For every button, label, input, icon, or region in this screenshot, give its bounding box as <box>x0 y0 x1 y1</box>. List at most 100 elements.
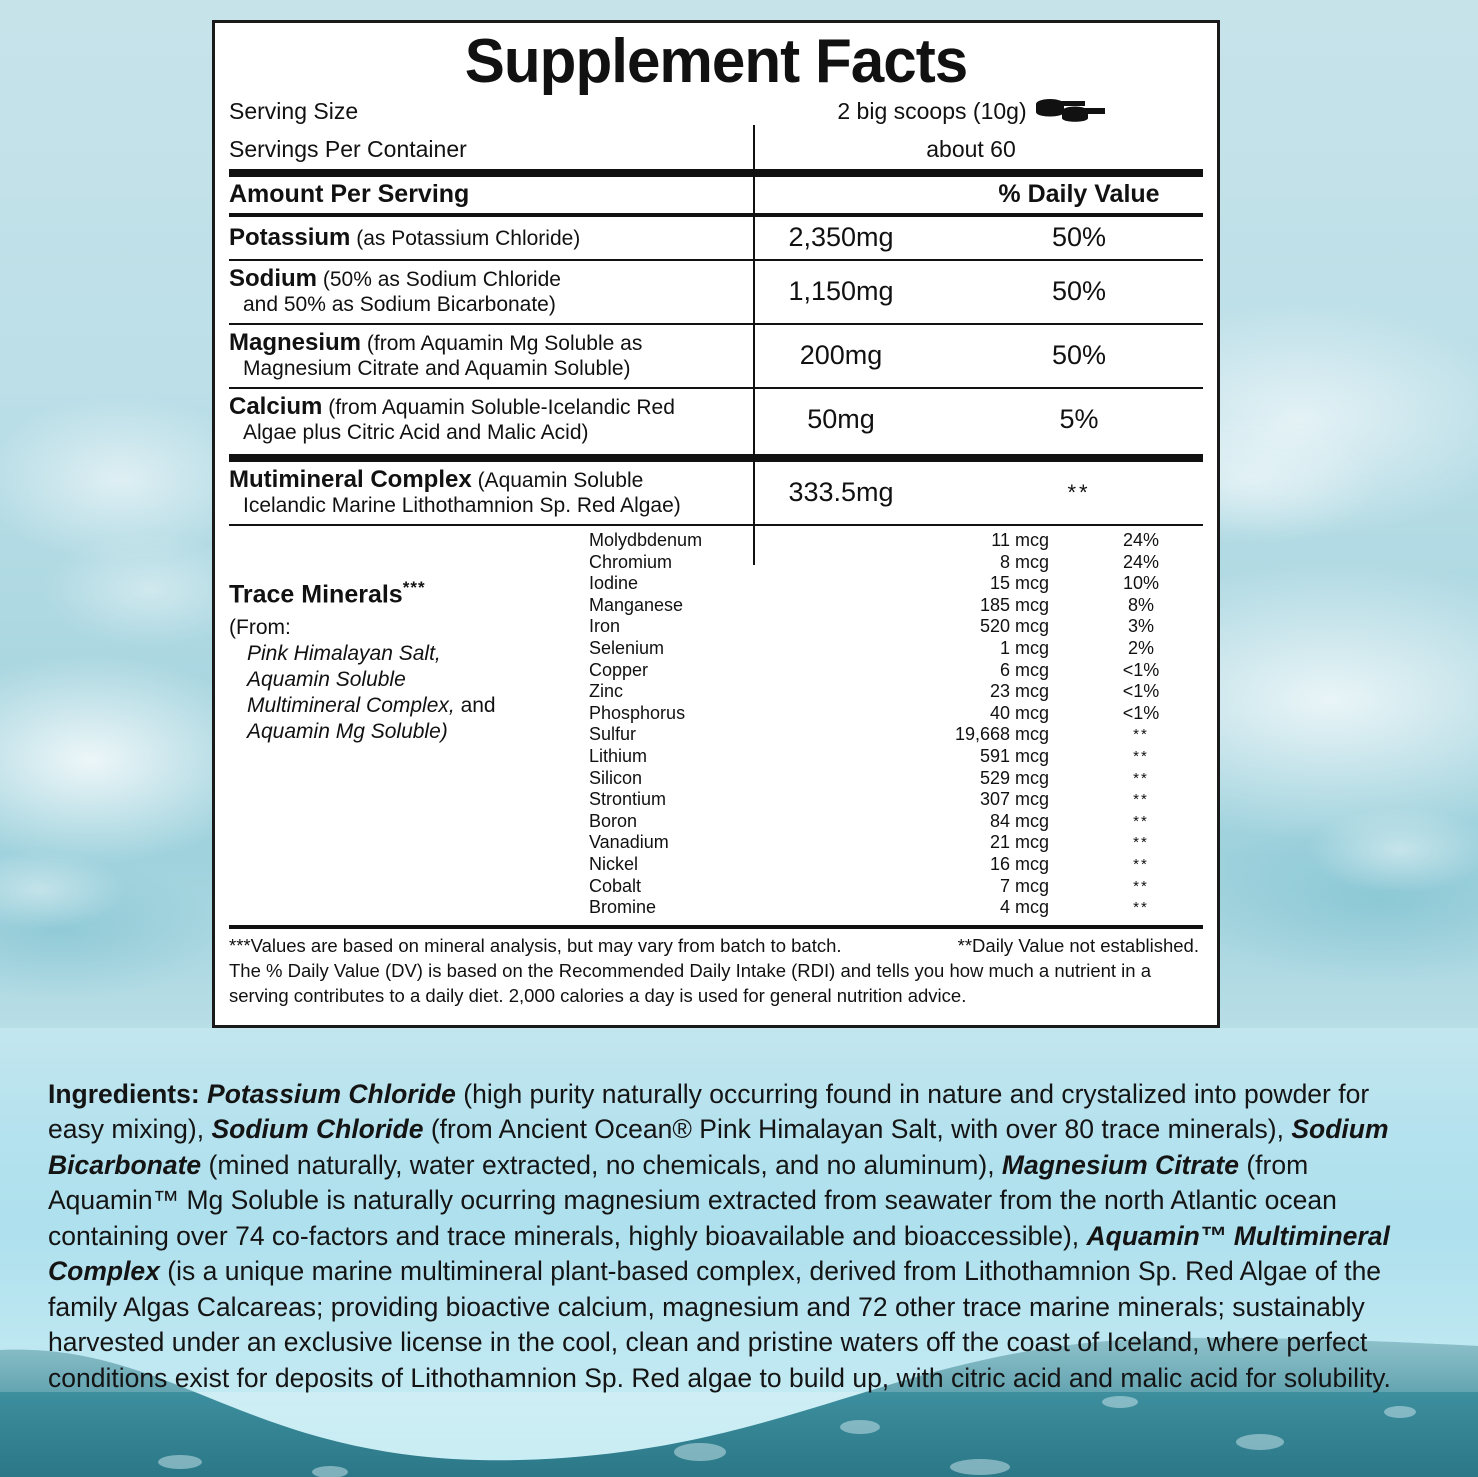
trace-dv: ** <box>1133 812 1149 830</box>
footnote-line-1: ***Values are based on mineral analysis,… <box>229 933 1203 958</box>
complex-name: Mutimineral Complex <box>229 466 472 493</box>
nutrient-source-line2: and 50% as Sodium Bicarbonate) <box>243 293 556 316</box>
trace-amount: 11 mcg <box>991 530 1049 550</box>
trace-row: Phosphorus 40 mcg <1% <box>589 703 1203 725</box>
trace-amount: 23 mcg <box>989 681 1049 702</box>
footnote-values-note: ***Values are based on mineral analysis,… <box>229 934 842 956</box>
trace-name: Zinc <box>589 681 624 702</box>
nutrient-name: Calcium <box>229 393 323 420</box>
trace-dv: 10% <box>1122 573 1160 594</box>
water-wave-graphic <box>0 1332 1478 1477</box>
ingredients-label: Ingredients: <box>48 1078 200 1109</box>
trace-dv: ** <box>1133 834 1149 852</box>
footnote-dv-not-established: **Daily Value not established. <box>957 934 1199 956</box>
trace-dv: 8% <box>1127 594 1154 615</box>
ingredient-text-2: (from Ancient Ocean® Pink Himalayan Salt… <box>423 1114 1292 1144</box>
trace-amount: 84 mcg <box>989 810 1049 831</box>
trace-amount: 4 mcg <box>999 897 1049 918</box>
trace-name: Phosphorus <box>589 702 686 723</box>
trace-row: Lithium 591 mcg ** <box>589 746 1203 768</box>
ingredient-magnesium-citrate: Magnesium Citrate <box>1001 1149 1239 1180</box>
amount-per-serving-header: Amount Per Serving <box>229 180 470 208</box>
nutrient-name-cell: Calcium (from Aquamin Soluble-Icelandic … <box>229 394 727 445</box>
table-header-row: Amount Per Serving % Daily Value <box>229 177 1203 213</box>
complex-daily-value: ** <box>1067 479 1091 505</box>
servings-per-container-label: Servings Per Container <box>229 136 467 162</box>
trace-dv: 2% <box>1127 637 1154 658</box>
ingredients-paragraph: Ingredients: Potassium Chloride (high pu… <box>48 1077 1432 1397</box>
nutrient-daily-value: 5% <box>1059 404 1099 434</box>
trace-dv: ** <box>1133 726 1149 744</box>
ingredient-text-5: (is a unique marine multimineral plant-b… <box>48 1256 1391 1393</box>
trace-row: Zinc 23 mcg <1% <box>589 681 1203 703</box>
nutrient-source-line1: (50% as Sodium Chloride <box>322 268 561 291</box>
serving-size-value-cell: 2 big scoops (10g) <box>739 97 1203 131</box>
trace-name: Copper <box>589 659 649 680</box>
nutrient-daily-value: 50% <box>1051 276 1107 306</box>
divider-thick-top <box>229 169 1203 177</box>
trace-row: Nickel 16 mcg ** <box>589 854 1203 876</box>
trace-dv: 24% <box>1122 551 1160 572</box>
trace-name: Strontium <box>589 789 667 810</box>
trace-row: Silicon 529 mcg ** <box>589 768 1203 790</box>
servings-per-container-value: about 60 <box>926 136 1016 162</box>
trace-name: Lithium <box>589 745 648 766</box>
nutrient-amount: 50mg <box>807 404 875 434</box>
trace-row: Vanadium 21 mcg ** <box>589 832 1203 854</box>
trace-row: Cobalt 7 mcg ** <box>589 876 1203 898</box>
trace-dv: <1% <box>1122 659 1160 680</box>
trace-dv: ** <box>1133 791 1149 809</box>
nutrient-name: Sodium <box>229 265 317 292</box>
servings-per-container-row: Servings Per Container about 60 <box>229 134 1203 166</box>
trace-amount: 307 mcg <box>979 789 1049 810</box>
nutrient-amount: 200mg <box>799 340 883 370</box>
trace-name: Sulfur <box>589 724 637 745</box>
ingredient-text-4: (from Aquamin™ Mg Soluble is naturally o… <box>48 1149 1337 1251</box>
trace-amount: 529 mcg <box>979 767 1049 788</box>
trace-minerals-section: Trace Minerals*** (From: Pink Himalayan … <box>229 526 1203 919</box>
daily-value-header: % Daily Value <box>998 180 1160 208</box>
trace-name: Manganese <box>589 594 684 615</box>
trace-name: Selenium <box>589 637 665 658</box>
trace-minerals-heading: Trace Minerals*** <box>229 578 589 609</box>
table-row: Magnesium (from Aquamin Mg Soluble as Ma… <box>229 325 1203 387</box>
trace-row: Strontium 307 mcg ** <box>589 789 1203 811</box>
trace-source-3-text: Multimineral Complex, <box>247 694 455 718</box>
trace-dv: ** <box>1133 899 1149 917</box>
trace-row: Iodine 15 mcg 10% <box>589 573 1203 595</box>
ingredient-text-3: (mined naturally, water extracted, no ch… <box>201 1149 1002 1180</box>
trace-row: Bromine 4 mcg ** <box>589 897 1203 919</box>
ingredient-text-1: (high purity naturally occurring found i… <box>48 1078 1370 1145</box>
ingredient-sodium-bicarbonate: Sodium Bicarbonate <box>48 1114 1389 1180</box>
table-row: Sodium (50% as Sodium Chloride and 50% a… <box>229 261 1203 323</box>
trace-amount: 591 mcg <box>979 745 1049 766</box>
serving-information: Serving Size 2 big scoops (10g) <box>229 95 1203 565</box>
trace-dv: 3% <box>1127 616 1154 637</box>
complex-amount: 333.5mg <box>788 477 894 507</box>
trace-name: Vanadium <box>589 832 669 853</box>
row-divider <box>229 259 1203 261</box>
trace-row: Iron 520 mcg 3% <box>589 616 1203 638</box>
trace-amount: 8 mcg <box>999 551 1049 572</box>
wave-svg <box>0 1337 1478 1477</box>
trace-name: Silicon <box>589 767 643 788</box>
trace-name: Molydbdenum <box>589 530 703 550</box>
serving-size-row: Serving Size 2 big scoops (10g) <box>229 95 1203 134</box>
trace-dv: ** <box>1133 769 1149 787</box>
trace-minerals-sources: (From: Pink Himalayan Salt, Aquamin Solu… <box>229 615 589 745</box>
trace-row: Boron 84 mcg ** <box>589 811 1203 833</box>
trace-name: Cobalt <box>589 875 642 896</box>
trace-amount: 21 mcg <box>989 832 1049 853</box>
nutrient-source-line1: (as Potassium Chloride) <box>356 226 581 250</box>
divider-thick-mid <box>229 454 1203 462</box>
nutrient-name-cell: Sodium (50% as Sodium Chloride and 50% a… <box>229 266 727 317</box>
trace-source-and: and <box>454 694 496 718</box>
trace-minerals-marker: *** <box>402 578 426 597</box>
nutrient-source-line1: (from Aquamin Mg Soluble as <box>366 332 643 355</box>
supplement-facts-panel: Supplement Facts Serving Size 2 big scoo… <box>212 20 1220 1028</box>
trace-dv: <1% <box>1122 702 1160 723</box>
trace-from-label: (From: <box>229 616 291 640</box>
trace-amount: 15 mcg <box>989 573 1049 594</box>
complex-source-line1: (Aquamin Soluble <box>477 469 644 492</box>
column-divider <box>753 125 755 565</box>
